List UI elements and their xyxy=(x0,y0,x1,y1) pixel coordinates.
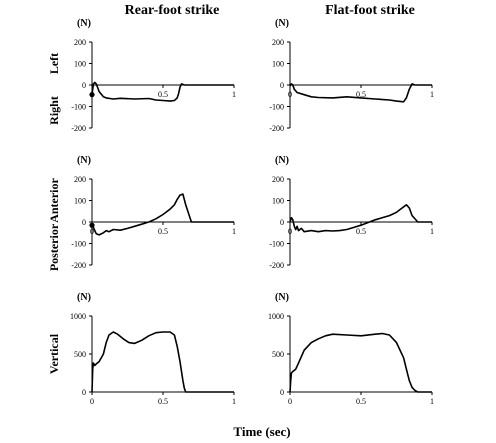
x-axis-label: Time (sec) xyxy=(233,424,290,439)
x-tick-label: 0.5 xyxy=(158,90,168,99)
y-tick-label: 500 xyxy=(74,350,86,359)
x-tick-label: 0 xyxy=(90,397,94,406)
x-tick-label: 1 xyxy=(430,397,434,406)
y-tick-label: -100 xyxy=(269,240,284,249)
y-tick-label: 0 xyxy=(82,218,86,227)
unit-label: (N) xyxy=(77,18,91,29)
unit-label: (N) xyxy=(275,292,289,303)
x-tick-label: 1 xyxy=(430,90,434,99)
y-tick-label: 0 xyxy=(82,388,86,397)
x-tick-label: 1 xyxy=(430,227,434,236)
x-tick-label: 0.5 xyxy=(356,90,366,99)
y-tick-label: 200 xyxy=(272,38,284,47)
y-tick-label: 0 xyxy=(82,81,86,90)
panels: (N)2001000-100-20000.51LeftRight(N)20010… xyxy=(47,18,434,406)
y-tick-label: 100 xyxy=(272,197,284,206)
x-tick-label: 0 xyxy=(288,227,292,236)
unit-label: (N) xyxy=(77,292,91,303)
y-tick-label: -200 xyxy=(269,124,284,133)
x-tick-label: 0.5 xyxy=(356,397,366,406)
start-marker xyxy=(89,92,95,98)
column-title-rear: Rear-foot strike xyxy=(125,3,220,18)
y-tick-label: -100 xyxy=(71,103,86,112)
y-tick-label: 0 xyxy=(280,218,284,227)
series-line xyxy=(289,204,432,233)
series-line xyxy=(91,81,234,102)
x-tick-label: 1 xyxy=(232,227,236,236)
panel-v-flat: (N) 1000 500 00 0.5 1 xyxy=(268,292,434,406)
y-tick-label: 0 xyxy=(280,388,284,397)
panel-ap-flat: (N) 200 100 0 -100 -200 0 0.5 1 xyxy=(269,155,434,270)
x-tick-label: 0.5 xyxy=(356,227,366,236)
y-tick-label: -200 xyxy=(269,261,284,270)
series-line xyxy=(289,332,432,393)
x-tick-label: 0.5 xyxy=(158,227,168,236)
y-tick-label: 200 xyxy=(272,175,284,184)
y-tick-label: 500 xyxy=(272,350,284,359)
y-tick-label: 100 xyxy=(74,197,86,206)
y-tick-label: 1000 xyxy=(70,312,86,321)
panel-v-rear: (N) 1000 500 00 0.5 1 Vertical xyxy=(47,292,236,406)
y-tick-label: -200 xyxy=(71,261,86,270)
unit-label: (N) xyxy=(275,18,289,29)
x-tick-label: 0 xyxy=(288,397,292,406)
y-tick-label: 0 xyxy=(280,81,284,90)
start-marker xyxy=(89,222,95,228)
x-tick-label: 1 xyxy=(232,90,236,99)
side-label-vertical: Vertical xyxy=(47,333,61,374)
x-tick-label: 0 xyxy=(288,90,292,99)
series-line xyxy=(289,83,432,103)
y-tick-label: 100 xyxy=(74,60,86,69)
series-line xyxy=(91,193,234,236)
unit-label: (N) xyxy=(77,155,91,166)
column-title-flat: Flat-foot strike xyxy=(325,3,415,18)
y-tick-label: 1000 xyxy=(268,312,284,321)
side-label-bottom: Right xyxy=(47,96,61,125)
x-tick-label: 0 xyxy=(90,227,94,236)
panel-ml-flat: (N) 200 100 0 -100 -200 0 0.5 1 xyxy=(269,18,434,133)
y-tick-label: -100 xyxy=(71,240,86,249)
series-line xyxy=(91,331,234,393)
y-tick-label: 200 xyxy=(74,175,86,184)
y-tick-label: -100 xyxy=(269,103,284,112)
side-label-top: Left xyxy=(47,53,61,74)
unit-label: (N) xyxy=(275,155,289,166)
y-tick-label: -200 xyxy=(71,124,86,133)
side-label-bottom: Posterior xyxy=(47,223,61,271)
y-tick-label: 200 xyxy=(74,38,86,47)
x-tick-label: 0.5 xyxy=(158,397,168,406)
y-tick-label: 100 xyxy=(272,60,284,69)
side-label-top: Anterior xyxy=(47,178,61,223)
x-tick-label: 1 xyxy=(232,397,236,406)
